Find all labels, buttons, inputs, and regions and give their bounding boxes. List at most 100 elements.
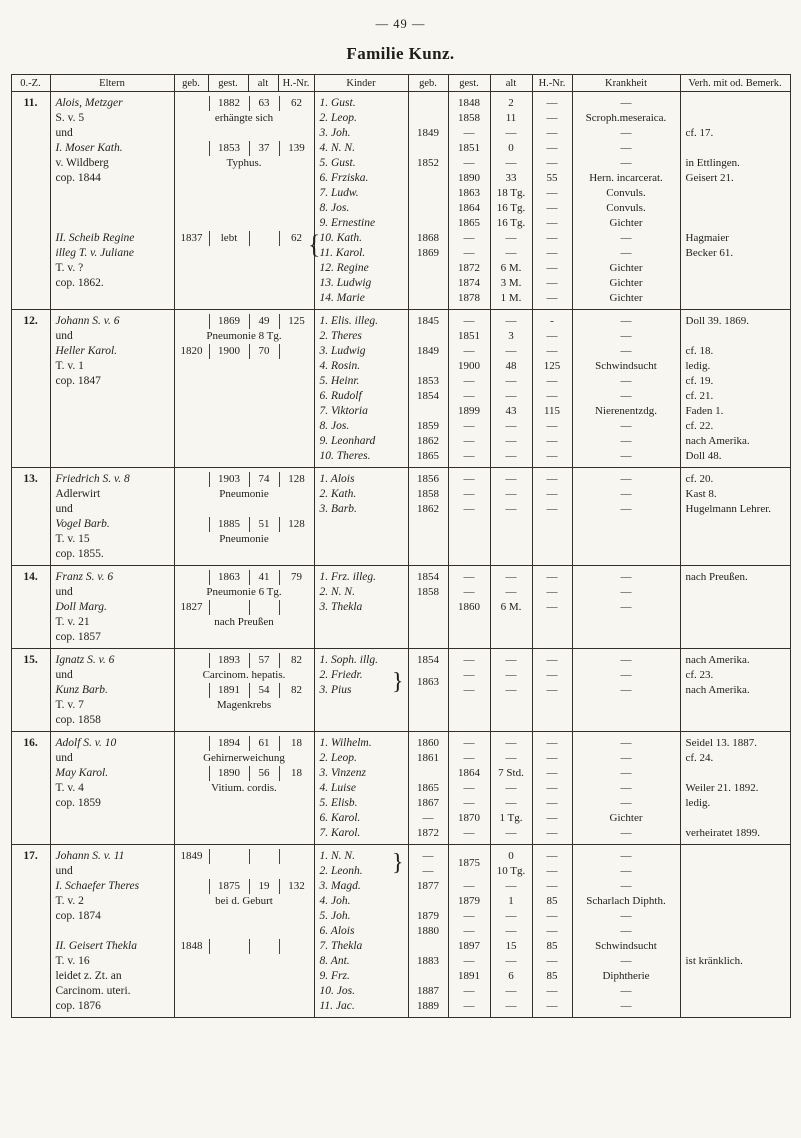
parent-name-line: Ignatz S. v. 6 [55,654,115,666]
child-gest-value: 1860 [458,601,480,613]
children-krankheit-column: — — — [571,566,680,648]
child-hnr-value: — [546,752,558,764]
parent-values-line: 1875 19 132 [175,879,314,894]
parent-hnr-value [278,600,314,615]
child-bemerk-value: ist kränklich. [685,955,743,967]
child-geb-value: 1865 [417,782,439,794]
parent-hnr-value: 79 [278,570,314,585]
child-hnr-value: — [546,503,558,515]
child-bemerk-value: Becker 61. [685,247,734,259]
child-bemerk-value: in Ettlingen. [685,157,740,169]
child-bemerk-value: nach Amerika. [685,435,750,447]
parent-name-line: und [55,865,73,877]
child-hnr-value: — [546,767,558,779]
child-bemerk-value [681,111,790,126]
child-gest-value: 1863 [458,187,480,199]
child-name-line: 12. Regine [319,262,369,274]
parent-geb-value [175,736,209,751]
parent-name-line: cop. 1874 [55,910,101,922]
child-hnr-value: — [546,910,558,922]
curly-brace-glyph: } [391,669,404,695]
child-hnr-value: — [546,435,558,447]
child-gest-value: 1874 [458,277,480,289]
child-alt-value: 6 M. [500,601,522,613]
child-gest-value: — [463,345,475,357]
child-hnr-value: — [546,330,558,342]
child-bemerk-value: verheiratet 1899. [685,827,761,839]
child-alt-value: 1 M. [500,292,522,304]
parent-alt-value: 63 [248,96,279,111]
child-krankheit-value [573,532,680,547]
parent-name-line: und [55,330,73,342]
child-alt-value: — [505,737,517,749]
child-geb-value [409,96,448,111]
child-alt-value: 16 Tg. [496,217,526,229]
parent-name-line: Heller Karol. [55,345,118,357]
child-krankheit-value: — [620,684,632,696]
child-name-line: 10. Jos. [319,985,355,997]
parent-values-empty-line [175,276,314,291]
parent-name-line: Franz S. v. 6 [55,571,114,583]
child-bemerk-value: ledig. [685,360,711,372]
parent-cause-of-death: Vitium. cordis. [211,782,277,794]
child-hnr-value: — [546,390,558,402]
child-bemerk-value [681,939,790,954]
parent-name-line [51,216,174,231]
children-krankheit-column: — — — Schwindsucht — — Nierenentzdg. — — — [571,310,680,467]
child-krankheit-value [573,630,680,645]
children-gest-column: — — 1860 [447,566,490,648]
child-name-line: 7. Viktoria [319,405,368,417]
child-bemerk-value [681,141,790,156]
child-hnr-value: — [546,97,558,109]
child-name-line: 2. Theres [319,330,362,342]
parent-name-line [51,291,174,306]
child-bemerk-value: cf. 24. [685,752,714,764]
child-gest-value: — [463,684,475,696]
child-bemerk-value [681,216,790,231]
child-alt-value: — [505,157,517,169]
parent-gest-value: lebt [208,231,249,246]
child-bemerk-value [681,276,790,291]
child-alt-value: 6 [508,970,514,982]
child-bemerk-value: cf. 20. [685,473,714,485]
child-name-line: 5. Gust. [319,157,356,169]
child-hnr-value: — [546,277,558,289]
child-gest-value [449,713,490,728]
child-geb-value: 1880 [417,925,439,937]
parent-alt-value [248,600,279,615]
header-child-hnr: H.-Nr. [531,75,572,91]
parents-name-column: Franz S. v. 6 und Doll Marg. T. v. 21 cop. 1… [49,566,174,648]
child-name-line: 6. Karol. [319,812,361,824]
parent-values-empty-line [175,864,314,879]
children-geb-column: 1845 1849 1853 1854 1859 1862 1865 [407,310,448,467]
child-name-line: 3. Vinzenz [319,767,366,779]
child-geb-value: 1854 [417,571,439,583]
parent-name-line: II. Geisert Thekla [55,940,137,952]
family-number: 14. [23,571,38,583]
children-krankheit-column: — — — Scharlach Diphth. — — Schwindsucht — Dipht… [571,845,680,1017]
child-bemerk-value [681,585,790,600]
child-hnr-value: — [546,1000,558,1012]
parent-name-line: T. v. 1 [55,360,84,372]
child-alt-value: 0 [508,850,514,862]
child-hnr-value: — [546,247,558,259]
header-eltern: Eltern [49,75,174,91]
child-krankheit-value: Gichter [609,217,643,229]
parent-cause-of-death: Magenkrebs [216,699,272,711]
parent-geb-value: 1827 [180,601,203,613]
parent-cause-of-death: Carcinom. hepatis. [202,669,286,681]
parent-name-line [51,811,174,826]
parent-name-line: May Karol. [55,767,109,779]
parent-cause-of-death: Pneumonie 6 Tg. [206,586,282,598]
child-name-line: 2. N. N. [319,586,355,598]
child-krankheit-value: Hern. incarcerat. [589,172,663,184]
child-name-line [315,698,408,713]
table-body: 11. Alois, Metzger S. v. 5 und I. Moser Kath… [11,92,790,1017]
parent-hnr-value: 139 [278,141,314,156]
parent-values-column: 1903 74 128 Pneumonie 1885 51 128 Pneumonie [173,468,314,565]
parent-hnr-value [278,344,314,359]
parent-values-line: 1893 57 82 [175,653,314,668]
child-alt-value: 18 Tg. [496,187,526,199]
parent-name-line: cop. 1857 [55,631,101,643]
child-geb-value [409,404,448,419]
